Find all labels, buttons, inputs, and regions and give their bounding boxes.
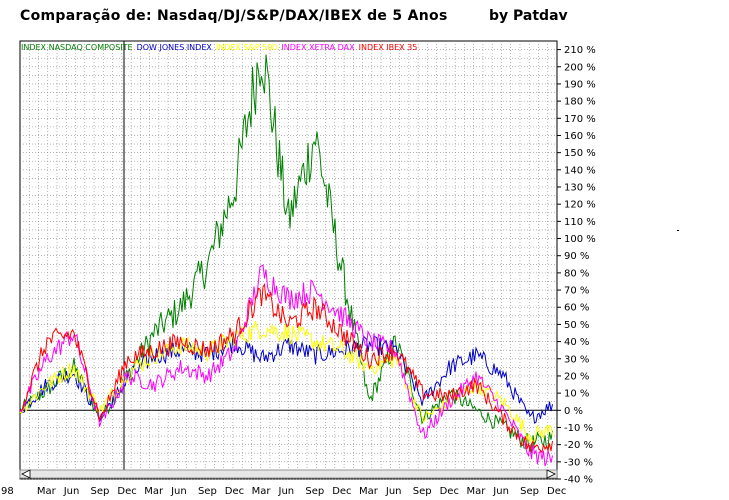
y-tick-label: 10 % (564, 389, 589, 400)
scrollbar-track[interactable] (19, 469, 558, 479)
series-line-2 (19, 335, 553, 424)
y-tick-label: 40 % (564, 337, 589, 348)
legend-entry-5: INDEX IBEX 35 (359, 43, 418, 52)
scrollbar[interactable] (19, 469, 558, 479)
x-tick-label: Dec (440, 486, 459, 497)
x-tick-label: Sep (305, 486, 324, 497)
y-tick-label: 100 % (564, 234, 596, 245)
y-tick-label: 190 % (564, 79, 596, 90)
y-tick-label: 150 % (564, 148, 596, 159)
series-line-1 (19, 54, 553, 454)
x-tick-label: Jun (278, 486, 295, 497)
y-tick-label: 110 % (564, 217, 596, 228)
chart-title: Comparação de: Nasdaq/DJ/S&P/DAX/IBEX de… (20, 8, 448, 24)
x-tick-label: Mar (144, 486, 164, 497)
series-line-4 (19, 264, 553, 467)
x-tick-label: Mar (466, 486, 486, 497)
legend: INDEX NASDAQ COMPOSITE DOW JONES INDEX IND… (21, 43, 417, 52)
legend-entry-3: INDEX S&P 500 (216, 43, 278, 52)
x-tick-label: Mar (359, 486, 379, 497)
y-tick-label: -40 % (564, 475, 593, 486)
y-tick-label: 140 % (564, 165, 596, 176)
y-tick-label: 160 % (564, 131, 596, 142)
y-tick-label: 170 % (564, 114, 596, 125)
y-axis: 210 % 200 % 190 % 180 % 170 % 160 % 150 % 140 %… (557, 45, 596, 486)
legend-entry-2: DOW JONES INDEX (137, 43, 213, 52)
y-tick-label: 80 % (564, 268, 589, 279)
y-tick-label: -10 % (564, 423, 593, 434)
x-tick-label: Dec (225, 486, 244, 497)
legend-entry-4: INDEX XETRA DAX (281, 43, 355, 52)
y-tick-label: 20 % (564, 371, 589, 382)
y-tick-label: 0 % (564, 406, 583, 417)
y-tick-label: 90 % (564, 251, 589, 262)
x-tick-label: Jun (63, 486, 80, 497)
chart-author: by Patdav (489, 8, 568, 24)
x-tick-label: 98 (1, 486, 14, 497)
x-tick-label: Mar (252, 486, 272, 497)
y-tick-label: -20 % (564, 440, 593, 451)
y-tick-label: 180 % (564, 97, 596, 108)
x-tick-label: Sep (198, 486, 217, 497)
y-tick-label: 60 % (564, 303, 589, 314)
legend-entry-1: INDEX NASDAQ COMPOSITE (21, 43, 133, 52)
x-tick-label: Sep (413, 486, 432, 497)
y-tick-label: 30 % (564, 354, 589, 365)
series-layer (19, 54, 553, 467)
y-tick-label: -30 % (564, 457, 593, 468)
y-tick-label: 120 % (564, 200, 596, 211)
x-tick-label: Jun (385, 486, 402, 497)
y-tick-label: 50 % (564, 320, 589, 331)
y-tick-label: 210 % (564, 45, 596, 56)
scroll-left-arrow[interactable] (21, 469, 31, 479)
grid (20, 41, 557, 480)
x-tick-label: Jun (170, 486, 187, 497)
y-tick-label: 130 % (564, 183, 596, 194)
series-line-5 (19, 282, 553, 454)
x-tick-label: Dec (117, 486, 136, 497)
stray-dot (677, 230, 679, 231)
x-tick-label: Sep (520, 486, 539, 497)
x-tick-label: Sep (91, 486, 110, 497)
x-axis: 98 Mar Jun Sep Dec Mar Jun Sep Dec Mar Jun Sep Dec Ma… (1, 486, 566, 497)
x-tick-label: Dec (547, 486, 566, 497)
x-tick-label: Dec (332, 486, 351, 497)
y-tick-label: 200 % (564, 62, 596, 73)
x-tick-label: Mar (37, 486, 57, 497)
scroll-right-arrow[interactable] (546, 469, 556, 479)
x-tick-label: Jun (492, 486, 509, 497)
y-tick-label: 70 % (564, 286, 589, 297)
